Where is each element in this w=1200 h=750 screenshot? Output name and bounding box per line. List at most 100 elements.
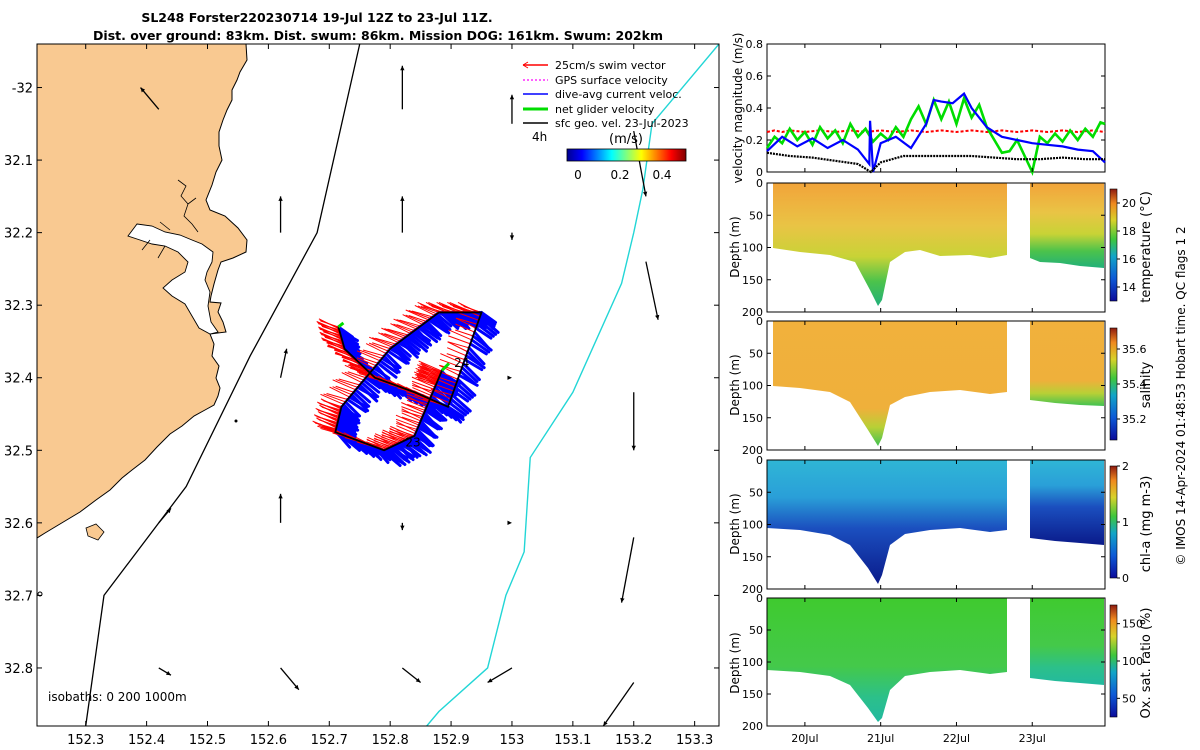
depth-tick-label: 100 xyxy=(742,519,763,532)
geo-arrow-head xyxy=(400,196,405,201)
colorbar-tick-label: 35.4 xyxy=(1122,378,1147,391)
geo-arrow-shaft xyxy=(487,667,513,684)
credit-text: © IMOS 14-Apr-2024 01:48:53 Hobart time.… xyxy=(1174,226,1188,565)
swim-vector xyxy=(438,376,457,384)
swim-vector xyxy=(359,356,379,364)
swim-vector xyxy=(344,371,364,381)
swim-vector xyxy=(401,406,424,416)
depth-tick-label: 150 xyxy=(742,412,763,425)
oxygen-colorbar xyxy=(1109,604,1118,718)
dive-avg-vector xyxy=(415,427,435,447)
map-x-tick-label: 153.2 xyxy=(615,733,652,748)
colorbar-tick: 0.4 xyxy=(652,168,671,182)
net-velocity-vector xyxy=(440,362,450,372)
swim-vector xyxy=(417,378,437,386)
swim-vector xyxy=(372,337,395,347)
geo-velocity-arrow xyxy=(400,522,405,531)
map-x-tick-label: 152.7 xyxy=(311,733,348,748)
colorbar-tick: 0.2 xyxy=(610,168,629,182)
dive-avg-vector xyxy=(449,397,470,415)
geo-arrow-head xyxy=(278,493,283,499)
geo-arrow-shaft xyxy=(620,537,635,603)
dive-avg-vector xyxy=(380,356,400,370)
oxygen-section-b xyxy=(1030,598,1104,685)
swim-vector xyxy=(418,360,442,372)
swim-vector xyxy=(449,301,473,313)
temperature-panel: temperature (°C) Depth (m) xyxy=(728,182,1154,313)
swim-vector xyxy=(316,417,337,429)
swim-vector xyxy=(414,374,438,384)
colorbar-tick-label: 18 xyxy=(1122,225,1136,238)
legend-label-gps: GPS surface velocity xyxy=(555,74,668,87)
map-y-tick-label: 32.5 xyxy=(4,444,33,459)
title-line-2: Dist. over ground: 83km. Dist. swum: 86k… xyxy=(93,28,663,43)
geo-arrow-shaft xyxy=(645,261,659,320)
swim-vector xyxy=(456,317,478,325)
date-tick-label: 21Jul xyxy=(867,732,894,745)
geo-arrow-head xyxy=(631,445,636,451)
swim-vector xyxy=(366,442,389,449)
geo-velocity-arrow xyxy=(401,667,422,683)
dive-avg-vector xyxy=(467,346,486,366)
swim-vector xyxy=(447,341,468,353)
depth-tick-label: 0 xyxy=(756,454,763,467)
dive-avg-vector xyxy=(346,398,368,414)
dive-avg-vector xyxy=(413,432,431,448)
swim-vector xyxy=(388,432,408,440)
land-mass xyxy=(37,44,248,539)
swim-vector xyxy=(321,337,345,349)
depth-tick-label: 100 xyxy=(742,380,763,393)
temperature-ylabel: Depth (m) xyxy=(728,216,742,277)
swim-vector xyxy=(420,371,440,379)
swim-vector xyxy=(455,323,475,333)
swim-vector xyxy=(347,371,366,379)
swim-vector xyxy=(390,323,411,335)
geo-arrow-head xyxy=(603,721,608,726)
depth-tick-label: 100 xyxy=(742,656,763,669)
swim-vector xyxy=(323,334,344,346)
swim-vector xyxy=(323,393,346,403)
islet xyxy=(37,591,43,597)
swim-vector xyxy=(408,310,431,319)
legend-label-sfc: sfc geo. vel. 23-Jul-2023 xyxy=(555,117,689,130)
legend-label-swim: 25cm/s swim vector xyxy=(555,59,666,72)
dive-avg-current-line xyxy=(766,91,1106,173)
swim-vector xyxy=(335,385,354,393)
swim-vector xyxy=(373,440,392,448)
dive-avg-vector xyxy=(354,388,372,404)
chlorophyll-section-b xyxy=(1030,460,1104,545)
swim-vector xyxy=(318,318,340,330)
geo-arrow-shaft xyxy=(602,682,635,726)
swim-vector xyxy=(320,398,342,410)
lake-channels xyxy=(141,179,199,259)
geo-velocity-arrow xyxy=(158,667,172,676)
swim-vector xyxy=(439,364,461,372)
map-x-tick-label: 152.3 xyxy=(67,733,104,748)
depth-tick-label: 200 xyxy=(742,720,763,733)
dive-avg-vector xyxy=(422,411,440,431)
colorbar-note: 4h xyxy=(532,130,547,144)
dive-avg-vector xyxy=(388,347,409,361)
swim-vector xyxy=(396,422,418,430)
swim-vector xyxy=(438,364,460,376)
dive-avg-vector xyxy=(406,437,428,457)
dive-avg-vector xyxy=(396,341,418,355)
salinity-colorbar xyxy=(1109,327,1118,441)
dive-avg-vector xyxy=(426,402,448,422)
dive-avg-vector xyxy=(386,446,407,466)
map-x-tick-label: 153 xyxy=(500,733,525,748)
colorbar-tick-label: 35.6 xyxy=(1122,343,1147,356)
geo-velocity-arrow xyxy=(509,232,515,240)
swim-vector xyxy=(406,393,429,403)
swim-speed-line xyxy=(766,129,1106,134)
swim-vector xyxy=(412,384,434,392)
net-glider-velocity-line xyxy=(765,94,1106,177)
salinity-panel: salinity Depth (m) xyxy=(728,320,1154,451)
depth-tick-label: 50 xyxy=(749,486,763,499)
swim-vector xyxy=(389,428,413,438)
geo-arrow-shaft xyxy=(140,87,160,110)
depth-tick-label: 50 xyxy=(749,209,763,222)
swim-vector xyxy=(316,401,341,413)
estuary xyxy=(127,223,219,335)
velocity-y-tick-label: 0.4 xyxy=(746,102,764,115)
